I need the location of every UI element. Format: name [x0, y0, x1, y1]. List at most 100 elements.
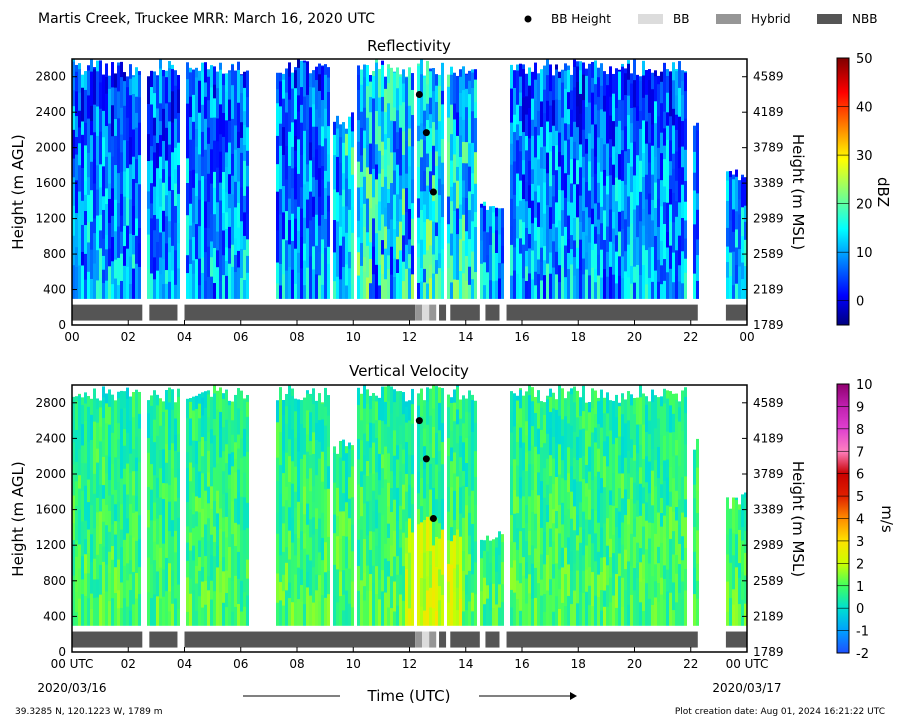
vertical-velocity-heatmap-cell	[393, 389, 396, 403]
reflectivity-heatmap-cell	[450, 133, 453, 161]
vertical-velocity-heatmap-cell	[387, 560, 390, 577]
reflectivity-heatmap-cell	[579, 113, 582, 145]
reflectivity-heatmap-cell	[222, 112, 225, 137]
vertical-velocity-heatmap-cell	[591, 431, 594, 449]
vertical-velocity-heatmap-cell	[240, 390, 243, 411]
vertical-velocity-heatmap-cell	[567, 595, 570, 626]
reflectivity-heatmap-cell	[510, 244, 513, 276]
reflectivity-heatmap-cell	[123, 265, 126, 299]
reflectivity-heatmap-cell	[378, 150, 381, 174]
reflectivity-heatmap-cell	[405, 244, 408, 269]
vertical-velocity-heatmap-cell	[87, 572, 90, 599]
reflectivity-heatmap-cell	[90, 71, 93, 106]
vertical-velocity-heatmap-cell	[450, 605, 453, 626]
reflectivity-heatmap-cell	[246, 185, 249, 214]
vertical-velocity-heatmap-cell	[582, 592, 585, 609]
reflectivity-heatmap-cell	[735, 246, 738, 266]
vertical-velocity-heatmap-cell	[669, 592, 672, 626]
vertical-velocity-heatmap-cell	[360, 529, 363, 552]
vertical-velocity-heatmap-cell	[288, 481, 291, 508]
vertical-velocity-heatmap-cell	[546, 484, 549, 506]
vertical-velocity-heatmap-cell	[495, 571, 498, 605]
reflectivity-heatmap-cell	[564, 88, 567, 124]
vertical-velocity-heatmap-cell	[240, 473, 243, 497]
reflectivity-heatmap-cell	[681, 146, 684, 168]
reflectivity-heatmap-cell	[576, 268, 579, 299]
reflectivity-heatmap-cell	[603, 111, 606, 145]
vertical-velocity-heatmap-cell	[324, 571, 327, 598]
reflectivity-heatmap-cell	[123, 72, 126, 82]
reflectivity-heatmap-cell	[357, 89, 360, 121]
vertical-velocity-heatmap-cell	[360, 550, 363, 581]
vertical-velocity-heatmap-cell	[75, 505, 78, 525]
vertical-velocity-heatmap-cell	[651, 470, 654, 506]
vertical-velocity-heatmap-cell	[384, 592, 387, 626]
reflectivity-heatmap-cell	[225, 91, 228, 121]
vertical-velocity-heatmap-cell	[402, 392, 405, 396]
reflectivity-heatmap-cell	[366, 277, 369, 299]
vertical-velocity-heatmap-cell	[288, 385, 291, 406]
reflectivity-heatmap-cell	[327, 77, 330, 93]
vertical-velocity-heatmap-cell	[372, 531, 375, 566]
reflectivity-heatmap-cell	[501, 278, 504, 299]
vertical-velocity-heatmap-cell	[423, 519, 426, 553]
reflectivity-heatmap-cell	[135, 158, 138, 184]
vertical-velocity-heatmap-cell	[285, 423, 288, 453]
vertical-velocity-heatmap-cell	[540, 480, 543, 501]
reflectivity-heatmap-cell	[120, 107, 123, 135]
vertical-velocity-heatmap-cell	[96, 497, 99, 513]
reflectivity-heatmap-cell	[279, 263, 282, 286]
vertical-velocity-heatmap-cell	[582, 385, 585, 412]
vertical-velocity-heatmap-cell	[93, 578, 96, 598]
reflectivity-heatmap-cell	[696, 192, 699, 210]
vertical-velocity-heatmap-cell	[420, 388, 423, 417]
reflectivity-heatmap-cell	[216, 249, 219, 268]
reflectivity-heatmap-cell	[564, 276, 567, 299]
vertical-velocity-heatmap-cell	[207, 416, 210, 433]
reflectivity-heatmap-cell	[171, 90, 174, 123]
vertical-velocity-heatmap-cell	[573, 401, 576, 432]
vertical-velocity-heatmap-cell	[99, 484, 102, 512]
vertical-velocity-heatmap-cell	[120, 529, 123, 548]
vertical-velocity-heatmap-cell	[555, 595, 558, 626]
reflectivity-heatmap-cell	[615, 177, 618, 202]
vertical-velocity-heatmap-cell	[726, 611, 729, 626]
vertical-velocity-heatmap-cell	[285, 452, 288, 487]
vertical-velocity-heatmap-cell	[150, 435, 153, 465]
vertical-velocity-colorbar-tick-label: 1	[856, 580, 864, 595]
vertical-velocity-heatmap-cell	[636, 594, 639, 626]
reflectivity-heatmap-cell	[156, 218, 159, 243]
vertical-velocity-heatmap-cell	[195, 440, 198, 464]
reflectivity-heatmap-cell	[429, 219, 432, 246]
reflectivity-heatmap-cell	[105, 76, 108, 94]
vertical-velocity-heatmap-cell	[216, 512, 219, 531]
reflectivity-heatmap-cell	[423, 204, 426, 223]
vertical-velocity-heatmap-cell	[372, 582, 375, 601]
vertical-velocity-heatmap-cell	[177, 608, 180, 626]
vertical-velocity-heatmap-cell	[147, 437, 150, 453]
reflectivity-heatmap-cell	[87, 70, 90, 96]
reflectivity-y-axis-label: Height (m AGL)	[9, 134, 27, 249]
vertical-velocity-heatmap-cell	[129, 503, 132, 536]
reflectivity-heatmap-cell	[222, 254, 225, 276]
vertical-velocity-heatmap-cell	[636, 424, 639, 454]
reflectivity-heatmap-cell	[666, 125, 669, 140]
reflectivity-heatmap-cell	[222, 212, 225, 231]
vertical-velocity-heatmap-cell	[645, 404, 648, 432]
reflectivity-heatmap-cell	[426, 249, 429, 284]
vertical-velocity-heatmap-cell	[285, 546, 288, 563]
vertical-velocity-heatmap-cell	[297, 567, 300, 600]
vertical-velocity-heatmap-cell	[417, 508, 420, 525]
reflectivity-heatmap-cell	[159, 273, 162, 299]
reflectivity-heatmap-cell	[636, 120, 639, 156]
reflectivity-heatmap-cell	[561, 154, 564, 191]
reflectivity-heatmap-cell	[573, 183, 576, 218]
vertical-velocity-heatmap-cell	[657, 546, 660, 564]
reflectivity-heatmap-cell	[324, 247, 327, 281]
reflectivity-heatmap-cell	[132, 205, 135, 235]
vertical-velocity-heatmap-cell	[384, 558, 387, 593]
reflectivity-heatmap-cell	[621, 277, 624, 299]
reflectivity-heatmap-cell	[738, 266, 741, 299]
reflectivity-heatmap-cell	[579, 69, 582, 94]
reflectivity-heatmap-cell	[93, 158, 96, 184]
